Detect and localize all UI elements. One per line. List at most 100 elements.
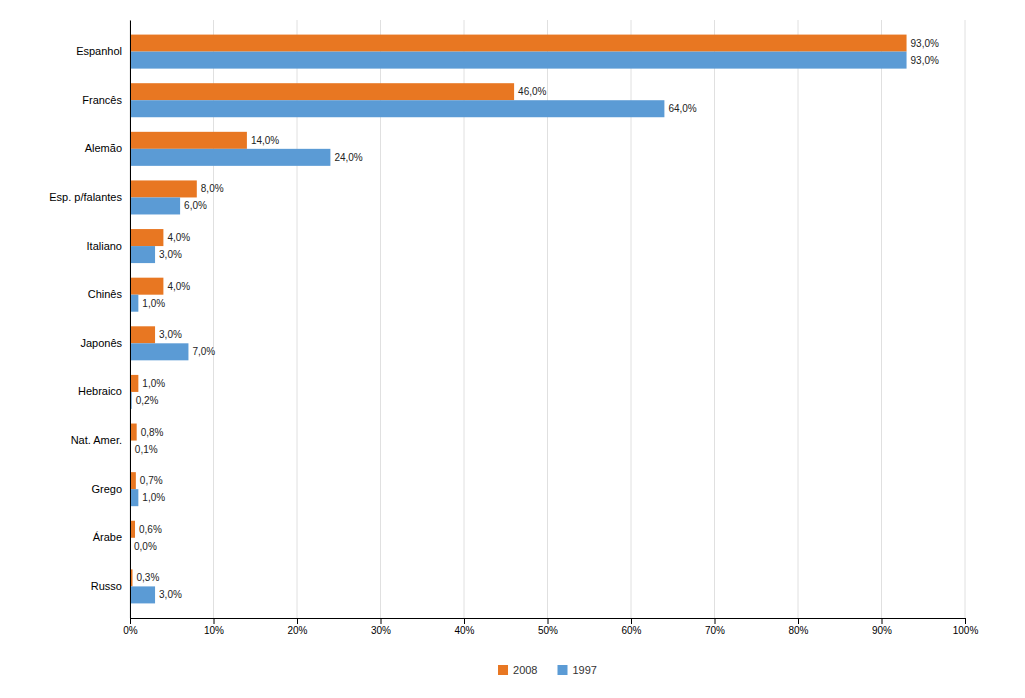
x-tick: 50% bbox=[538, 618, 558, 636]
bar bbox=[130, 326, 155, 343]
bar bbox=[130, 489, 138, 506]
y-tick: Japonês bbox=[80, 337, 122, 349]
plot: 93,0% 46,0% 14,0% 8,0% 4,0% 4,0% 3,0% 1,0% 0,8% 0… bbox=[49, 20, 978, 636]
legend: 2008 1997 bbox=[498, 664, 597, 676]
bar bbox=[130, 246, 155, 263]
x-tick: 0% bbox=[123, 618, 138, 636]
y-tick: Espanhol bbox=[76, 45, 122, 57]
data-label: 1,0% bbox=[142, 298, 165, 309]
x-tick-label: 80% bbox=[788, 625, 808, 636]
grid-line bbox=[881, 20, 882, 618]
x-tick-label: 30% bbox=[371, 625, 391, 636]
legend-swatch bbox=[558, 665, 568, 675]
grid-line bbox=[798, 20, 799, 618]
bar bbox=[130, 132, 247, 149]
x-tick: 20% bbox=[287, 618, 307, 636]
y-tick-label: Alemão bbox=[85, 142, 122, 154]
x-tick: 70% bbox=[705, 618, 725, 636]
legend-label: 1997 bbox=[573, 664, 597, 676]
bar bbox=[130, 375, 138, 392]
data-label: 0,2% bbox=[136, 395, 159, 406]
x-tick-mark bbox=[548, 618, 549, 624]
grid bbox=[130, 20, 965, 618]
bar bbox=[130, 278, 163, 295]
y-tick-label: Italiano bbox=[87, 240, 122, 252]
y-tick: Italiano bbox=[87, 240, 122, 252]
x-tick: 100% bbox=[953, 618, 979, 636]
x-axis: 0% 10% 20% 30% 40% 50% 60% 70% 80% 90% 100% bbox=[123, 618, 978, 636]
bar bbox=[130, 229, 163, 246]
y-tick-label: Chinês bbox=[88, 288, 123, 300]
data-label: 3,0% bbox=[159, 329, 182, 340]
data-label: 1,0% bbox=[142, 492, 165, 503]
data-label: 3,0% bbox=[159, 249, 182, 260]
x-tick-mark bbox=[882, 618, 883, 624]
x-tick-mark bbox=[381, 618, 382, 624]
y-tick: Chinês bbox=[88, 288, 123, 300]
x-tick-mark bbox=[965, 618, 966, 624]
y-tick-label: Francês bbox=[82, 94, 122, 106]
y-tick-label: Árabe bbox=[93, 531, 122, 543]
data-label: 24,0% bbox=[334, 152, 362, 163]
y-tick: Esp. p/falantes bbox=[49, 191, 122, 203]
data-label: 46,0% bbox=[518, 86, 546, 97]
x-tick-mark bbox=[214, 618, 215, 624]
x-tick-label: 40% bbox=[454, 625, 474, 636]
bar bbox=[130, 149, 330, 166]
y-tick-label: Grego bbox=[91, 483, 122, 495]
bars bbox=[130, 35, 907, 604]
y-tick: Árabe bbox=[93, 531, 122, 543]
data-label: 0,8% bbox=[141, 427, 164, 438]
y-tick: Nat. Amer. bbox=[71, 434, 122, 446]
bar bbox=[130, 424, 137, 441]
data-label: 1,0% bbox=[142, 378, 165, 389]
x-axis-line bbox=[131, 619, 966, 625]
data-label: 8,0% bbox=[201, 183, 224, 194]
data-label: 6,0% bbox=[184, 200, 207, 211]
legend-item: 1997 bbox=[558, 664, 597, 676]
bar bbox=[130, 586, 155, 603]
data-label: 0,0% bbox=[134, 541, 157, 552]
x-tick-label: 20% bbox=[287, 625, 307, 636]
x-tick-label: 0% bbox=[123, 625, 138, 636]
legend-label: 2008 bbox=[513, 664, 537, 676]
data-labels: 93,0% 46,0% 14,0% 8,0% 4,0% 4,0% 3,0% 1,0% 0,8% 0… bbox=[134, 38, 939, 601]
y-tick: Russo bbox=[91, 580, 122, 592]
data-label: 0,3% bbox=[137, 572, 160, 583]
y-tick: Grego bbox=[91, 483, 122, 495]
data-label: 93,0% bbox=[911, 38, 939, 49]
data-label: 4,0% bbox=[167, 232, 190, 243]
x-tick-label: 70% bbox=[705, 625, 725, 636]
y-tick-label: Japonês bbox=[80, 337, 122, 349]
y-tick-label: Russo bbox=[91, 580, 122, 592]
data-label: 64,0% bbox=[668, 103, 696, 114]
grid-line bbox=[965, 20, 966, 618]
bar bbox=[130, 52, 907, 69]
x-tick-label: 50% bbox=[538, 625, 558, 636]
bar bbox=[130, 35, 907, 52]
bar bbox=[130, 343, 188, 360]
data-label: 0,1% bbox=[135, 444, 158, 455]
x-tick: 90% bbox=[872, 618, 892, 636]
y-tick: Hebraico bbox=[78, 385, 122, 397]
x-tick: 10% bbox=[204, 618, 224, 636]
x-tick: 40% bbox=[454, 618, 474, 636]
y-tick-label: Esp. p/falantes bbox=[49, 191, 122, 203]
data-label: 4,0% bbox=[167, 281, 190, 292]
data-label: 7,0% bbox=[192, 346, 215, 357]
legend-item: 2008 bbox=[498, 664, 537, 676]
y-axis: Espanhol Francês Alemão Esp. p/falantes Ital… bbox=[49, 21, 130, 619]
bar bbox=[130, 197, 180, 214]
y-axis-line bbox=[130, 21, 131, 619]
y-tick: Francês bbox=[82, 94, 122, 106]
bar bbox=[130, 83, 514, 100]
x-tick-label: 90% bbox=[872, 625, 892, 636]
y-tick-label: Hebraico bbox=[78, 385, 122, 397]
grid-line bbox=[130, 20, 131, 618]
x-tick-label: 10% bbox=[204, 625, 224, 636]
data-label: 3,0% bbox=[159, 589, 182, 600]
x-tick: 60% bbox=[621, 618, 641, 636]
x-tick-mark bbox=[130, 618, 131, 624]
data-label: 0,6% bbox=[139, 524, 162, 535]
data-label: 14,0% bbox=[251, 135, 279, 146]
